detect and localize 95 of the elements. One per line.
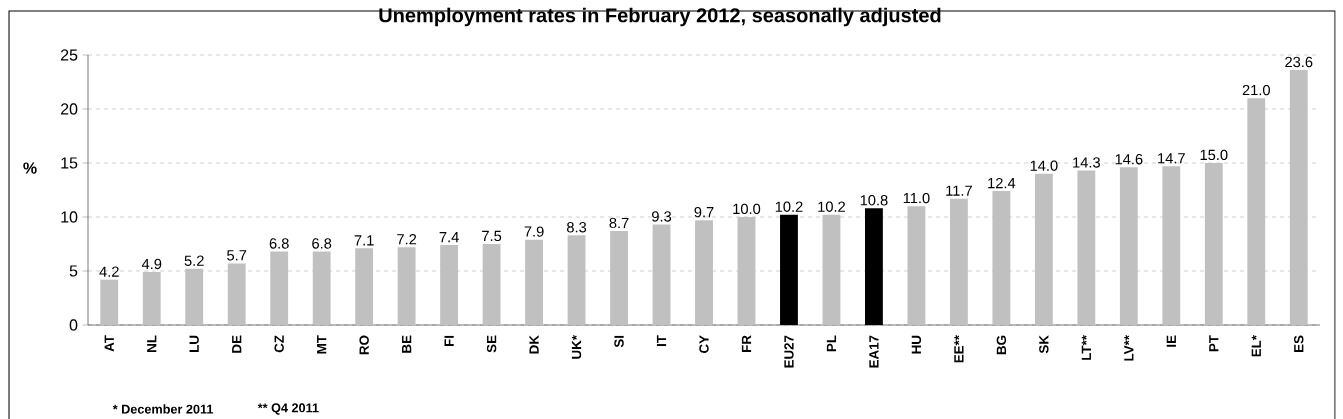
x-tick-label: CY: [699, 335, 709, 354]
data-label: 8.3: [566, 222, 587, 233]
bar: [1247, 98, 1266, 325]
bar: [312, 251, 331, 325]
data-label: 15.0: [1200, 149, 1228, 161]
bar: [1289, 70, 1308, 325]
data-label: 7.1: [354, 235, 374, 246]
x-tick-label: LT**: [1081, 335, 1091, 360]
x-tick-label: BE: [402, 335, 412, 353]
data-label: 14.6: [1115, 154, 1143, 165]
x-tick-label: UK*: [571, 335, 582, 359]
x-tick-label: ES: [1294, 335, 1304, 352]
y-axis-title: %: [23, 162, 37, 174]
x-tick-label: SI: [614, 335, 624, 348]
data-label: 23.6: [1285, 56, 1313, 68]
data-label: 14.7: [1158, 153, 1185, 164]
bar: [567, 235, 586, 325]
x-tick-label: NL: [147, 335, 157, 352]
data-label: 4.9: [141, 258, 162, 270]
x-tick-label: PL: [826, 335, 837, 352]
bar: [100, 279, 119, 325]
x-tick-label: MT: [317, 335, 327, 354]
y-tick-label: 15: [61, 157, 78, 169]
data-label: 6.8: [312, 238, 332, 249]
bar: [440, 245, 459, 325]
data-label: 6.8: [269, 238, 289, 249]
x-tick-label: DE: [232, 335, 242, 353]
data-label: 10.2: [818, 201, 845, 212]
data-label: 11.7: [946, 185, 972, 196]
x-tick-label: EU27: [784, 335, 794, 368]
x-tick-label: LU: [189, 335, 199, 352]
data-label: 7.9: [524, 226, 544, 237]
x-tick-label: IT: [656, 335, 667, 346]
bar: [355, 248, 374, 325]
data-label: 14.0: [1030, 160, 1058, 171]
x-tick-label: FR: [741, 335, 752, 352]
x-tick-label: SE: [486, 335, 497, 353]
x-tick-label: IE: [1166, 335, 1176, 347]
data-label: 21.0: [1242, 84, 1270, 96]
y-tick-label: 0: [69, 319, 78, 331]
y-tick-label: 20: [60, 103, 78, 115]
bar: [737, 217, 756, 325]
data-label: 7.2: [397, 234, 417, 245]
data-label: 9.3: [652, 211, 672, 222]
bar: [949, 198, 968, 325]
x-tick-label: CZ: [274, 335, 284, 353]
text: * December 2011: [112, 404, 214, 414]
x-tick-label: EL*: [1251, 335, 1261, 357]
bar: [695, 220, 713, 325]
bar: [1204, 163, 1223, 325]
bar: [907, 206, 926, 325]
data-label: 11.0: [903, 192, 930, 204]
x-tick-label: FI: [444, 335, 454, 346]
bar: [652, 224, 671, 325]
data-label: 5.2: [184, 255, 204, 266]
data-label: 5.7: [227, 250, 247, 261]
x-tick-label: EA17: [869, 335, 879, 368]
x-tick-label: DK: [529, 335, 539, 354]
data-label: 9.7: [694, 206, 714, 218]
y-tick-label: 10: [61, 211, 78, 223]
x-tick-label: LV**: [1124, 335, 1134, 361]
bar: [270, 251, 289, 325]
bar: [610, 231, 628, 325]
chart-title: Unemployment rates in February 2012, seasonally adjusted: [379, 7, 941, 27]
x-tick-label: EE**: [954, 335, 964, 363]
data-label: 10.2: [775, 201, 803, 212]
bar: [227, 263, 246, 325]
bar: [142, 272, 161, 325]
bar: [185, 268, 204, 325]
x-tick-label: RO: [359, 335, 369, 355]
bar: [482, 244, 501, 325]
data-label: 7.5: [482, 230, 502, 242]
x-tick-label: SK: [1039, 335, 1049, 354]
x-tick-label: AT: [104, 335, 114, 352]
bar: [525, 239, 543, 325]
bar: [1077, 170, 1096, 325]
x-tick-label: PT: [1209, 335, 1219, 352]
y-tick-label: 5: [69, 265, 78, 277]
x-tick-label: HU: [911, 335, 922, 354]
bar: [1119, 167, 1138, 325]
data-label: 10.8: [860, 195, 888, 206]
data-label: 4.2: [99, 266, 119, 277]
data-label: 10.0: [733, 203, 761, 215]
data-label: 14.3: [1073, 157, 1100, 168]
data-label: 7.4: [439, 232, 459, 243]
data-label: 8.7: [609, 217, 629, 229]
bar: [1162, 166, 1181, 325]
bar: [1034, 173, 1053, 325]
bar: [397, 247, 416, 325]
bar: [992, 191, 1011, 325]
y-tick-label: 25: [60, 49, 78, 61]
data-label: 12.4: [988, 177, 1016, 189]
text: ** Q4 2011: [257, 403, 319, 415]
x-tick-label: BG: [996, 335, 1007, 355]
bar: [822, 214, 841, 325]
